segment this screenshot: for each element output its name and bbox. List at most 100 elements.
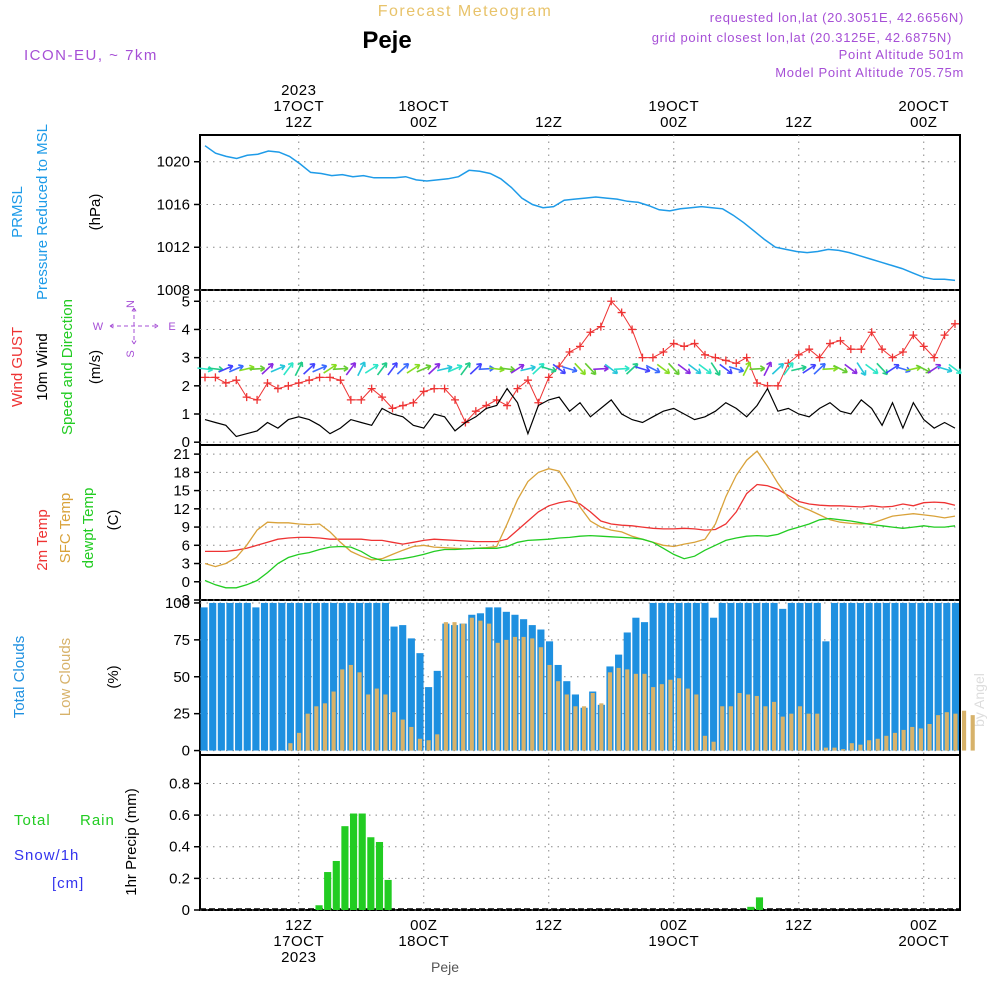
prmsl-label: PRMSL bbox=[9, 186, 26, 238]
bottom-time-label: 17OCT bbox=[273, 933, 324, 950]
total-cloud-bar bbox=[917, 602, 925, 751]
wind-arrow bbox=[357, 361, 366, 377]
bottom-time-label: 12Z bbox=[535, 917, 562, 934]
low-cloud-bar bbox=[314, 706, 319, 751]
chart-marks bbox=[197, 145, 975, 910]
requested-coords: requested lon,lat (20.3051E, 42.6656N) bbox=[710, 10, 964, 25]
total-cloud-bar bbox=[839, 602, 847, 751]
precip-bar bbox=[358, 813, 366, 910]
bottom-time-label: 18OCT bbox=[398, 933, 449, 950]
compass-west: W bbox=[93, 321, 104, 333]
total-cloud-bar bbox=[433, 670, 441, 751]
pressure-line bbox=[204, 145, 956, 282]
y-tick-label: 0 bbox=[182, 902, 190, 919]
bottom-time-label: 12Z bbox=[785, 917, 812, 934]
low-cloud-bar bbox=[392, 712, 397, 751]
dewpt-line bbox=[204, 517, 956, 589]
low-cloud-bar bbox=[469, 617, 474, 751]
gust-marker bbox=[753, 379, 762, 387]
wind-arrow bbox=[303, 362, 316, 375]
low-cloud-bar bbox=[970, 715, 975, 751]
wind-arrow bbox=[499, 365, 516, 373]
gust-marker bbox=[680, 342, 689, 351]
gust-marker bbox=[826, 339, 834, 348]
low-cloud-bar bbox=[694, 694, 699, 751]
low-cloud-bar bbox=[901, 729, 906, 751]
wind-arrow bbox=[719, 363, 733, 375]
wind-arrow bbox=[376, 362, 388, 376]
low-cloud-bar bbox=[297, 732, 302, 751]
total-cloud-bar bbox=[373, 602, 381, 751]
wind-arrow bbox=[436, 364, 453, 372]
low-cloud-bar bbox=[305, 713, 310, 751]
total-cloud-bar bbox=[260, 602, 269, 751]
total-cloud-bar bbox=[286, 602, 294, 751]
y-tick-label: 0 bbox=[182, 743, 190, 760]
total-cloud-bar bbox=[209, 602, 217, 751]
gust-marker bbox=[284, 381, 293, 390]
gust-marker bbox=[419, 387, 428, 396]
wind-arrow bbox=[634, 365, 651, 374]
low-cloud-bar bbox=[685, 688, 690, 751]
y-tick-label: 0.8 bbox=[169, 775, 190, 792]
wind-arrow bbox=[813, 362, 826, 375]
wind-arrow bbox=[228, 364, 244, 373]
low-cloud-bar bbox=[331, 691, 336, 751]
snow-unit-label: [cm] bbox=[52, 875, 84, 892]
gust-marker bbox=[273, 384, 282, 393]
precip-unit-label: 1hr Precip (mm) bbox=[123, 788, 140, 896]
y-tick-label: 12 bbox=[173, 501, 190, 518]
gust-marker bbox=[690, 339, 699, 348]
total-cloud-bar bbox=[761, 602, 769, 751]
gust-marker bbox=[357, 395, 366, 404]
total-cloud-bar bbox=[330, 602, 338, 751]
wind-arrow bbox=[469, 362, 483, 375]
low-cloud-bar bbox=[823, 747, 828, 751]
precip-bar bbox=[755, 897, 764, 910]
y-tick-label: 18 bbox=[173, 464, 190, 481]
watermark: by Angel bbox=[971, 673, 987, 727]
wind-arrow bbox=[844, 363, 858, 375]
total-cloud-bar bbox=[900, 602, 908, 751]
y-tick-label: 50 bbox=[173, 669, 190, 686]
low-cloud-bar bbox=[789, 713, 794, 751]
low-cloud-bar bbox=[530, 638, 535, 751]
gust-marker bbox=[867, 328, 876, 337]
total-cloud-bar bbox=[407, 638, 415, 751]
location-name: Peje bbox=[362, 27, 411, 54]
gust-marker bbox=[326, 373, 334, 382]
low-cloud-bar bbox=[815, 713, 820, 751]
gust-marker bbox=[305, 376, 314, 385]
gust-marker bbox=[544, 373, 553, 382]
y-tick-label: -3 bbox=[177, 592, 190, 609]
bottom-time-label: 00Z bbox=[660, 917, 687, 934]
gust-marker bbox=[711, 353, 720, 362]
wind-arrow bbox=[584, 362, 597, 376]
gust-marker bbox=[451, 395, 459, 404]
wind-arrow bbox=[332, 365, 349, 372]
gust-marker bbox=[440, 384, 449, 393]
total-cloud-bar bbox=[675, 602, 683, 751]
top-time-label: 18OCT bbox=[398, 98, 449, 115]
total-cloud-bar bbox=[390, 626, 398, 751]
low-cloud-bar bbox=[487, 623, 492, 751]
low-cloud-bar bbox=[763, 706, 768, 751]
y-tick-label: 21 bbox=[173, 446, 190, 463]
gust-marker bbox=[367, 384, 376, 393]
gust-marker bbox=[586, 328, 595, 337]
total-cloud-bar bbox=[830, 602, 839, 751]
gust-marker bbox=[294, 379, 303, 387]
y-tick-label: 1016 bbox=[157, 196, 190, 213]
wind-arrow bbox=[396, 362, 410, 375]
low-cloud-bar bbox=[582, 706, 587, 751]
total-cloud-bar bbox=[727, 602, 735, 751]
total-cloud-bar bbox=[243, 602, 251, 751]
wind-arrow bbox=[645, 364, 661, 374]
low-cloud-bar bbox=[322, 703, 328, 751]
gust-marker bbox=[565, 348, 574, 356]
wind-arrow bbox=[656, 363, 671, 375]
compass-east: E bbox=[168, 321, 175, 333]
wind10m-line bbox=[204, 387, 956, 438]
